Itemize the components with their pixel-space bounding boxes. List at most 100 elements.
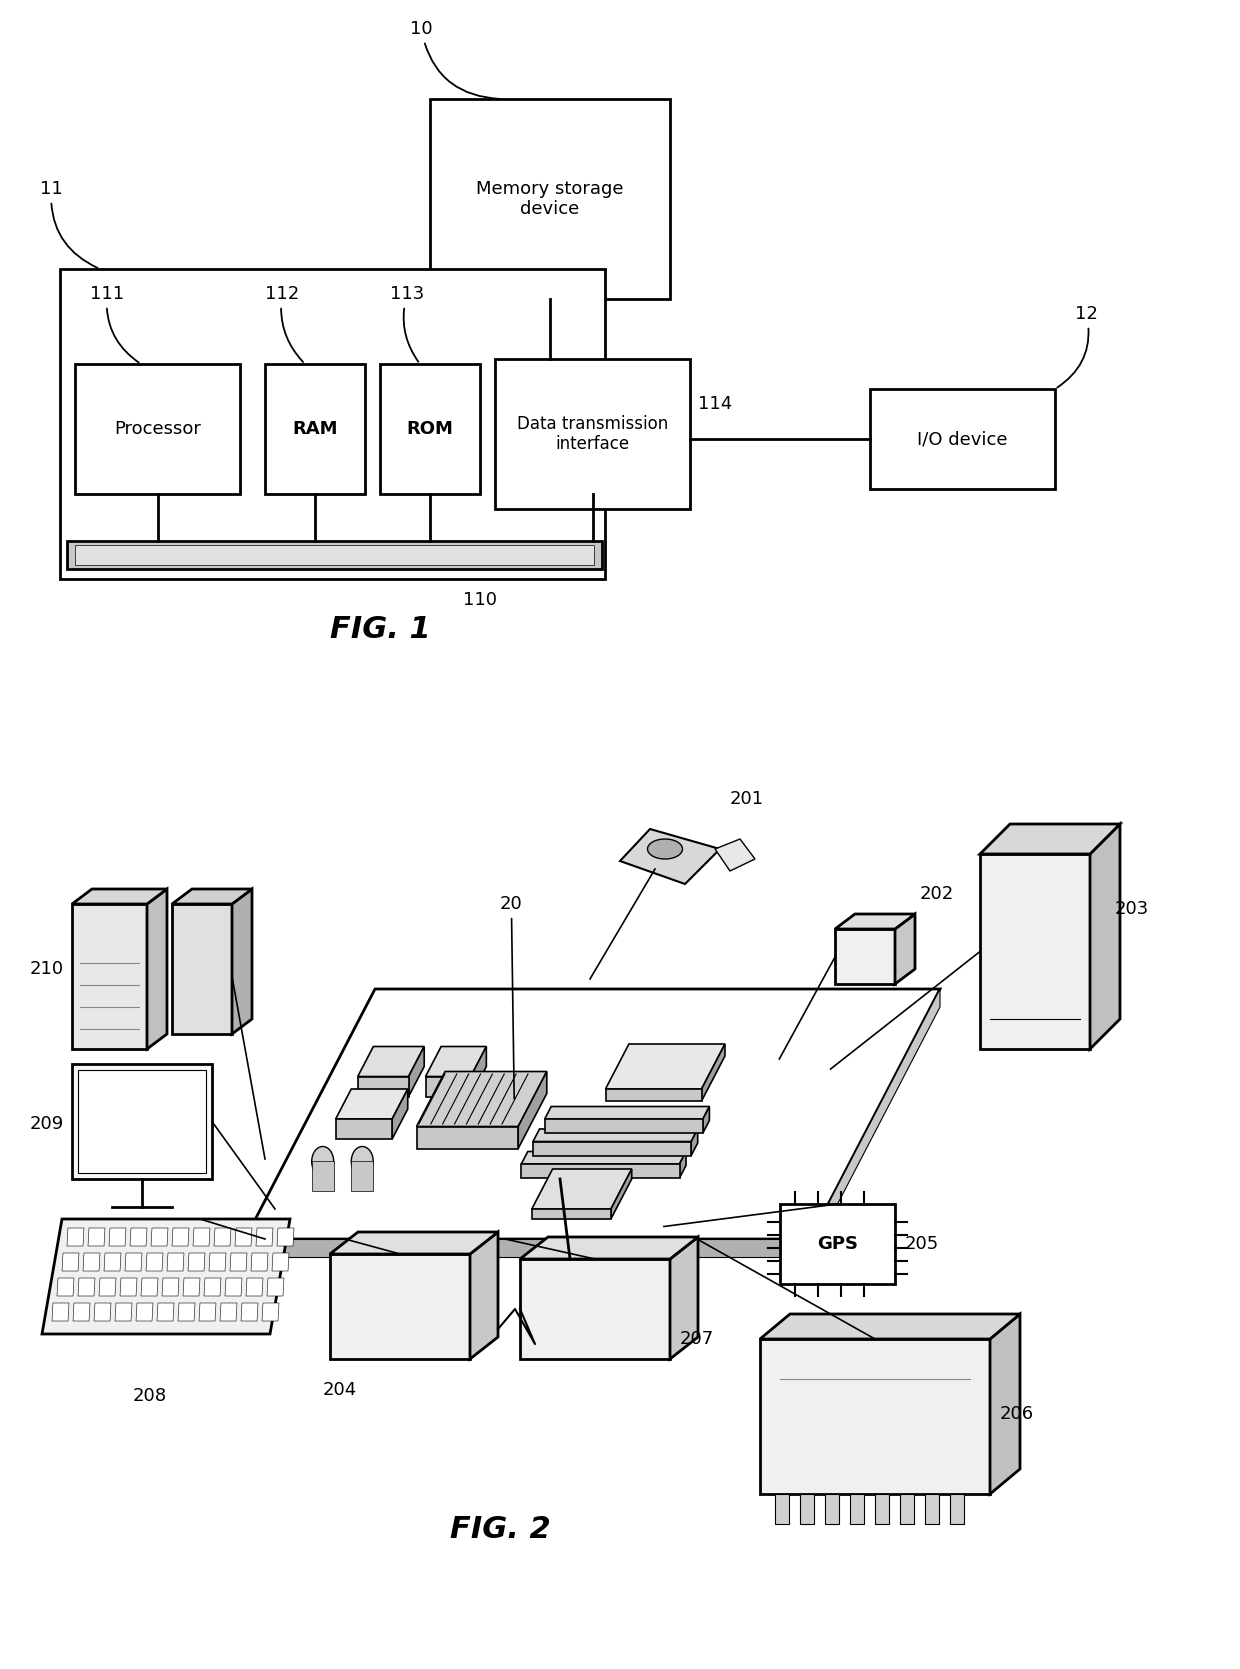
Polygon shape <box>980 824 1120 855</box>
Polygon shape <box>895 915 915 985</box>
Polygon shape <box>130 1228 148 1247</box>
Polygon shape <box>141 1278 157 1297</box>
Text: 112: 112 <box>265 285 303 362</box>
Text: 207: 207 <box>680 1330 714 1349</box>
Polygon shape <box>109 1228 126 1247</box>
Polygon shape <box>72 890 167 905</box>
Polygon shape <box>73 1303 91 1320</box>
Text: 20: 20 <box>500 895 523 1098</box>
Bar <box>495 359 689 509</box>
Polygon shape <box>255 1228 273 1247</box>
Polygon shape <box>104 1253 122 1272</box>
Polygon shape <box>184 1278 200 1297</box>
Bar <box>265 364 365 494</box>
Polygon shape <box>262 1303 279 1320</box>
Polygon shape <box>670 1237 698 1359</box>
Bar <box>60 269 605 579</box>
Bar <box>72 905 148 1050</box>
Bar <box>870 389 1055 489</box>
Text: RAM: RAM <box>293 421 337 437</box>
Polygon shape <box>67 1228 84 1247</box>
Bar <box>311 1162 334 1192</box>
Text: 205: 205 <box>905 1235 939 1253</box>
Bar <box>351 1162 373 1192</box>
Text: Data transmission
interface: Data transmission interface <box>517 414 668 454</box>
Text: 114: 114 <box>698 396 733 412</box>
Polygon shape <box>605 1045 725 1088</box>
Text: 203: 203 <box>1115 900 1149 918</box>
Text: 11: 11 <box>40 180 98 267</box>
Polygon shape <box>835 915 915 930</box>
Polygon shape <box>52 1303 69 1320</box>
Polygon shape <box>518 1071 547 1148</box>
Text: 113: 113 <box>391 285 424 362</box>
Polygon shape <box>179 1303 195 1320</box>
Bar <box>825 1494 839 1524</box>
Polygon shape <box>148 890 167 1050</box>
Polygon shape <box>417 1071 547 1127</box>
Ellipse shape <box>647 840 682 860</box>
Ellipse shape <box>351 1147 373 1177</box>
Bar <box>330 1253 470 1359</box>
Polygon shape <box>521 1152 686 1163</box>
Text: ROM: ROM <box>407 421 454 437</box>
Text: GPS: GPS <box>817 1235 858 1253</box>
Bar <box>775 1494 789 1524</box>
Text: 111: 111 <box>91 285 139 362</box>
Polygon shape <box>246 1278 263 1297</box>
Polygon shape <box>162 1278 179 1297</box>
Polygon shape <box>88 1228 105 1247</box>
Polygon shape <box>680 1152 686 1178</box>
Text: 209: 209 <box>30 1115 64 1133</box>
Polygon shape <box>691 1128 698 1155</box>
Polygon shape <box>78 1278 95 1297</box>
Polygon shape <box>533 1142 691 1155</box>
Polygon shape <box>611 1168 631 1218</box>
Bar <box>980 855 1090 1050</box>
Bar <box>875 1494 889 1524</box>
Text: I/O device: I/O device <box>918 431 1008 447</box>
Polygon shape <box>146 1253 162 1272</box>
Bar <box>760 1339 990 1494</box>
Polygon shape <box>471 1046 486 1097</box>
Polygon shape <box>990 1314 1021 1494</box>
Text: 202: 202 <box>920 885 955 903</box>
Polygon shape <box>125 1253 143 1272</box>
Polygon shape <box>224 1278 242 1297</box>
Polygon shape <box>533 1128 698 1142</box>
Polygon shape <box>1090 824 1120 1050</box>
Text: 201: 201 <box>730 789 764 808</box>
Polygon shape <box>205 1278 221 1297</box>
Bar <box>74 364 241 494</box>
Polygon shape <box>358 1077 409 1097</box>
Polygon shape <box>193 1228 210 1247</box>
Text: FIG. 1: FIG. 1 <box>330 614 430 644</box>
Bar <box>72 1065 212 1178</box>
Polygon shape <box>267 1278 284 1297</box>
Polygon shape <box>425 1046 486 1077</box>
Ellipse shape <box>311 1147 334 1177</box>
Polygon shape <box>409 1046 424 1097</box>
Polygon shape <box>172 890 252 905</box>
Polygon shape <box>417 1127 518 1148</box>
Polygon shape <box>62 1253 79 1272</box>
Bar <box>430 98 670 299</box>
Bar <box>950 1494 963 1524</box>
Polygon shape <box>810 990 940 1257</box>
Bar <box>800 1494 813 1524</box>
Polygon shape <box>703 1107 709 1133</box>
Polygon shape <box>358 1046 424 1077</box>
Polygon shape <box>57 1278 74 1297</box>
Polygon shape <box>210 1253 226 1272</box>
Polygon shape <box>277 1228 294 1247</box>
Bar <box>925 1494 939 1524</box>
Text: 210: 210 <box>30 960 64 978</box>
Text: 110: 110 <box>463 591 497 609</box>
Polygon shape <box>120 1278 136 1297</box>
Polygon shape <box>425 1077 471 1097</box>
Polygon shape <box>532 1208 611 1218</box>
Polygon shape <box>136 1303 153 1320</box>
Bar <box>74 546 594 566</box>
Polygon shape <box>336 1118 392 1138</box>
Bar <box>172 905 232 1035</box>
